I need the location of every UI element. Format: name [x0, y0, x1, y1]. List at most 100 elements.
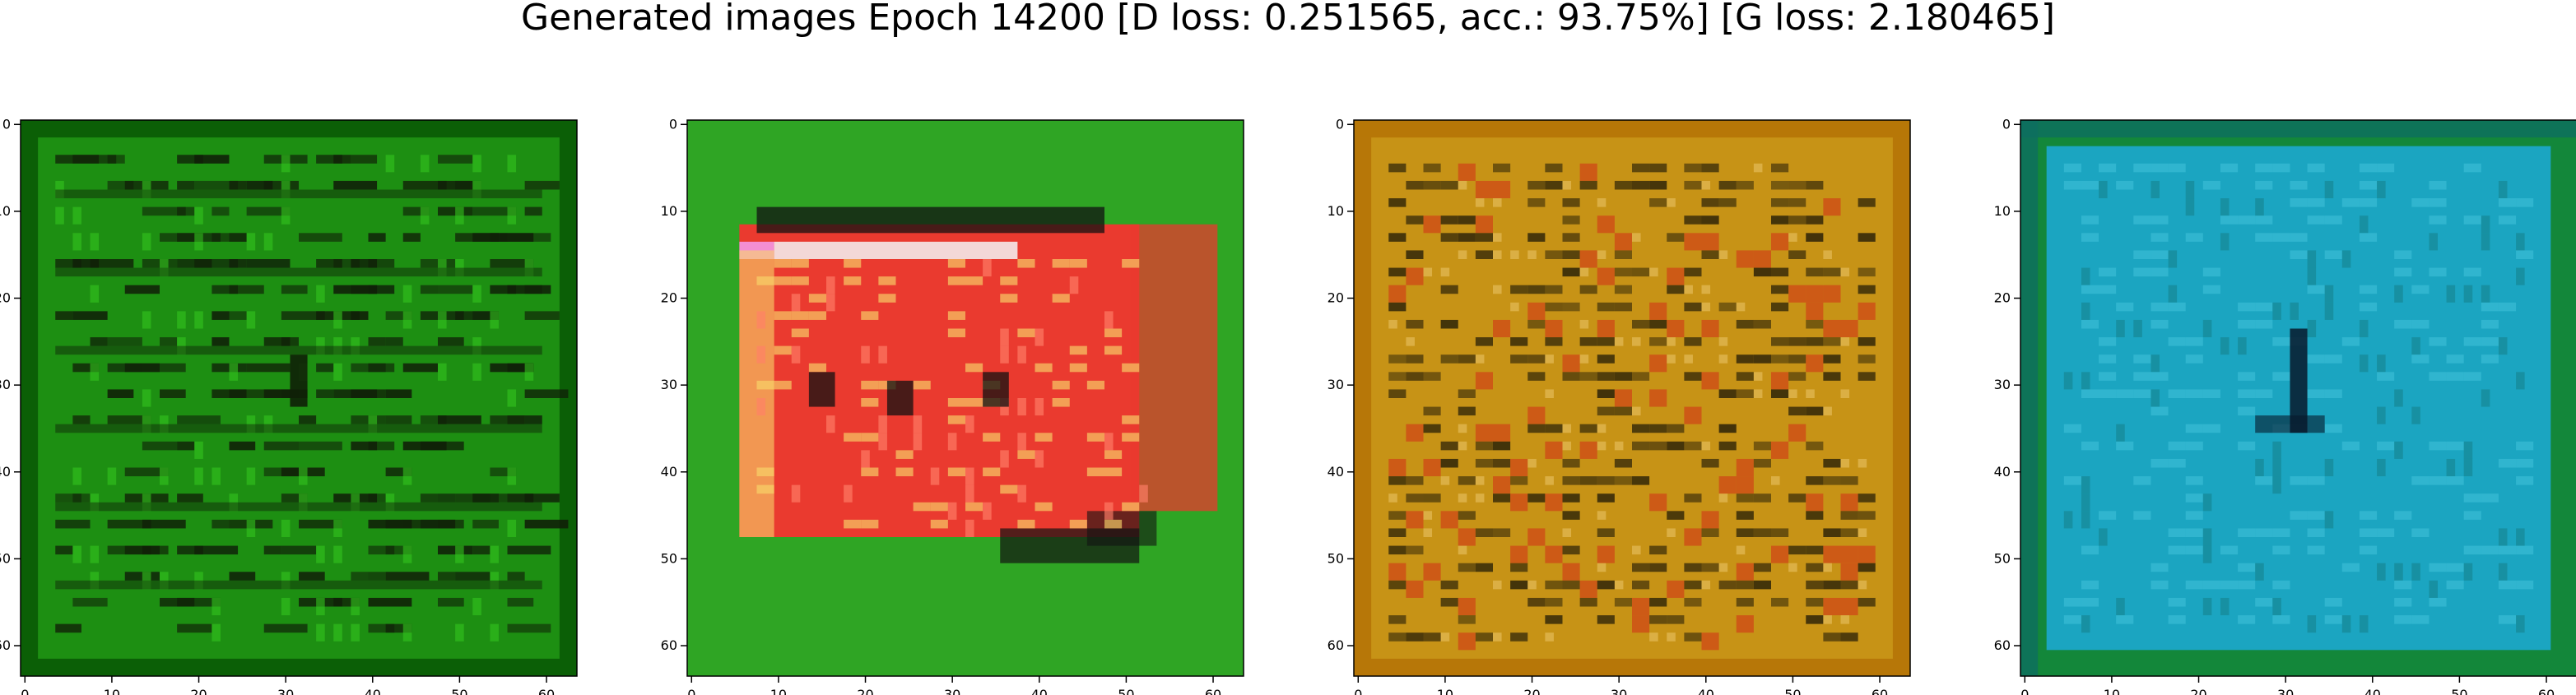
image-pixel-block	[2133, 215, 2151, 225]
image-pixel-block	[1440, 458, 1458, 468]
image-pixel-block	[2168, 528, 2186, 537]
image-pixel-block	[2099, 354, 2117, 364]
image-pixel-block	[2133, 476, 2151, 485]
image-pixel-block	[55, 623, 81, 633]
image-pixel-block	[1493, 163, 1511, 173]
image-dark-stripe	[55, 424, 542, 433]
image-pixel-block	[1614, 389, 1632, 407]
image-pixel-block	[2272, 580, 2290, 590]
image-pixel-block	[2151, 302, 2169, 312]
image-pixel-block	[2202, 597, 2212, 616]
image-pixel-block	[1104, 502, 1114, 520]
image-pixel-block	[1632, 372, 1650, 381]
image-pixel-block	[1632, 476, 1650, 485]
image-pixel-block	[2272, 302, 2281, 320]
image-pixel-block	[55, 493, 81, 503]
image-pixel-block	[878, 433, 887, 451]
image-pixel-block	[1579, 267, 1589, 277]
image-pixel-block	[2359, 319, 2369, 338]
image-pixel-block	[861, 345, 870, 364]
image-pixel-block	[1545, 424, 1563, 433]
x-tick-label-60: 60	[538, 687, 555, 695]
image-pixel-block	[1614, 441, 1624, 451]
image-pixel-block	[1458, 406, 1476, 416]
image-pixel-block	[368, 233, 386, 242]
image-pixel-block	[2133, 354, 2151, 364]
image-pixel-block	[1858, 267, 1876, 277]
image-pixel-block	[1510, 250, 1519, 259]
image-pixel-block	[1806, 354, 1824, 373]
image-pixel-block	[1086, 380, 1104, 390]
image-pixel-block	[490, 311, 499, 329]
image-pixel-block	[1684, 493, 1702, 503]
image-pixel-block	[1406, 319, 1424, 329]
image-pixel-block	[1579, 337, 1597, 346]
y-tick-label-30: 30	[1328, 377, 1344, 392]
image-pixel-block	[774, 311, 792, 320]
image-pixel-block	[1649, 302, 1667, 320]
image-pixel-block	[1527, 424, 1546, 433]
image-pixel-block	[194, 467, 203, 485]
image-pixel-block	[1649, 615, 1667, 624]
x-tick-label-20: 20	[2190, 687, 2206, 695]
image-pixel-block	[1806, 493, 1824, 512]
generated-image	[687, 120, 1244, 676]
image-pixel-block	[861, 519, 879, 529]
image-pixel-block	[281, 311, 325, 320]
image-pixel-block	[2099, 389, 2117, 398]
image-pixel-block	[2307, 354, 2325, 364]
image-pixel-block	[2429, 476, 2447, 485]
image-pixel-block	[2394, 441, 2403, 459]
image-pixel-block	[1614, 233, 1632, 251]
image-pixel-block	[2324, 180, 2334, 199]
image-pixel-block	[420, 415, 447, 424]
image-pixel-block	[1840, 511, 1858, 520]
x-tick-label-0: 0	[2020, 687, 2029, 695]
image-pixel-block	[316, 623, 325, 642]
image-pixel-block	[1840, 267, 1850, 277]
image-pixel-block	[263, 415, 273, 433]
image-pixel-block	[1458, 563, 1476, 572]
image-pixel-block	[1736, 615, 1754, 633]
image-pixel-block	[1597, 372, 1615, 381]
image-pixel-block	[263, 623, 308, 633]
image-pixel-block	[2272, 372, 2290, 381]
image-pixel-block	[1069, 345, 1087, 355]
image-pixel-block	[1035, 363, 1053, 373]
generated-image-panel-1: 0 10 20 30 40 50 60 0 10 20 30 40 50 60	[0, 0, 593, 695]
image-pixel-block	[351, 285, 378, 294]
image-pixel-block	[2516, 267, 2525, 285]
generated-image-panel-3: 0 10 20 30 40 50 60 0 10 20 30 40 50 60	[1328, 0, 1926, 695]
image-pixel-block	[2202, 389, 2220, 398]
image-pixel-block	[2220, 545, 2239, 555]
image-pixel-block	[2411, 406, 2420, 424]
image-pixel-block	[2151, 372, 2169, 381]
image-pixel-block	[983, 502, 992, 520]
image-pixel-block	[1388, 493, 1397, 503]
image-pixel-block	[2359, 528, 2378, 537]
image-pixel-block	[2394, 250, 2412, 259]
image-pixel-block	[438, 363, 447, 381]
image-pixel-block	[1823, 250, 1832, 259]
image-pixel-block	[1562, 180, 1572, 190]
image-pixel-block	[1806, 476, 1824, 485]
image-pixel-block	[2151, 406, 2169, 416]
image-pixel-block	[1122, 502, 1140, 512]
image-pixel-block	[524, 493, 560, 503]
image-pixel-block	[2429, 180, 2447, 190]
image-pixel-block	[72, 467, 81, 485]
y-tick-label-20: 20	[1328, 290, 1344, 306]
image-pixel-block	[2307, 389, 2325, 398]
image-pixel-block	[2185, 198, 2195, 216]
image-pixel-block	[2272, 476, 2281, 494]
image-pixel-block	[333, 623, 342, 642]
image-pixel-block	[965, 484, 974, 503]
image-pixel-block	[1527, 198, 1546, 207]
image-pixel-block	[1562, 372, 1580, 381]
image-pixel-block	[1771, 302, 1789, 312]
image-pixel-block	[2463, 545, 2481, 555]
image-pixel-block	[524, 389, 569, 398]
image-pixel-block	[299, 493, 308, 512]
image-pixel-block	[524, 363, 534, 381]
image-pixel-block	[1823, 319, 1841, 338]
